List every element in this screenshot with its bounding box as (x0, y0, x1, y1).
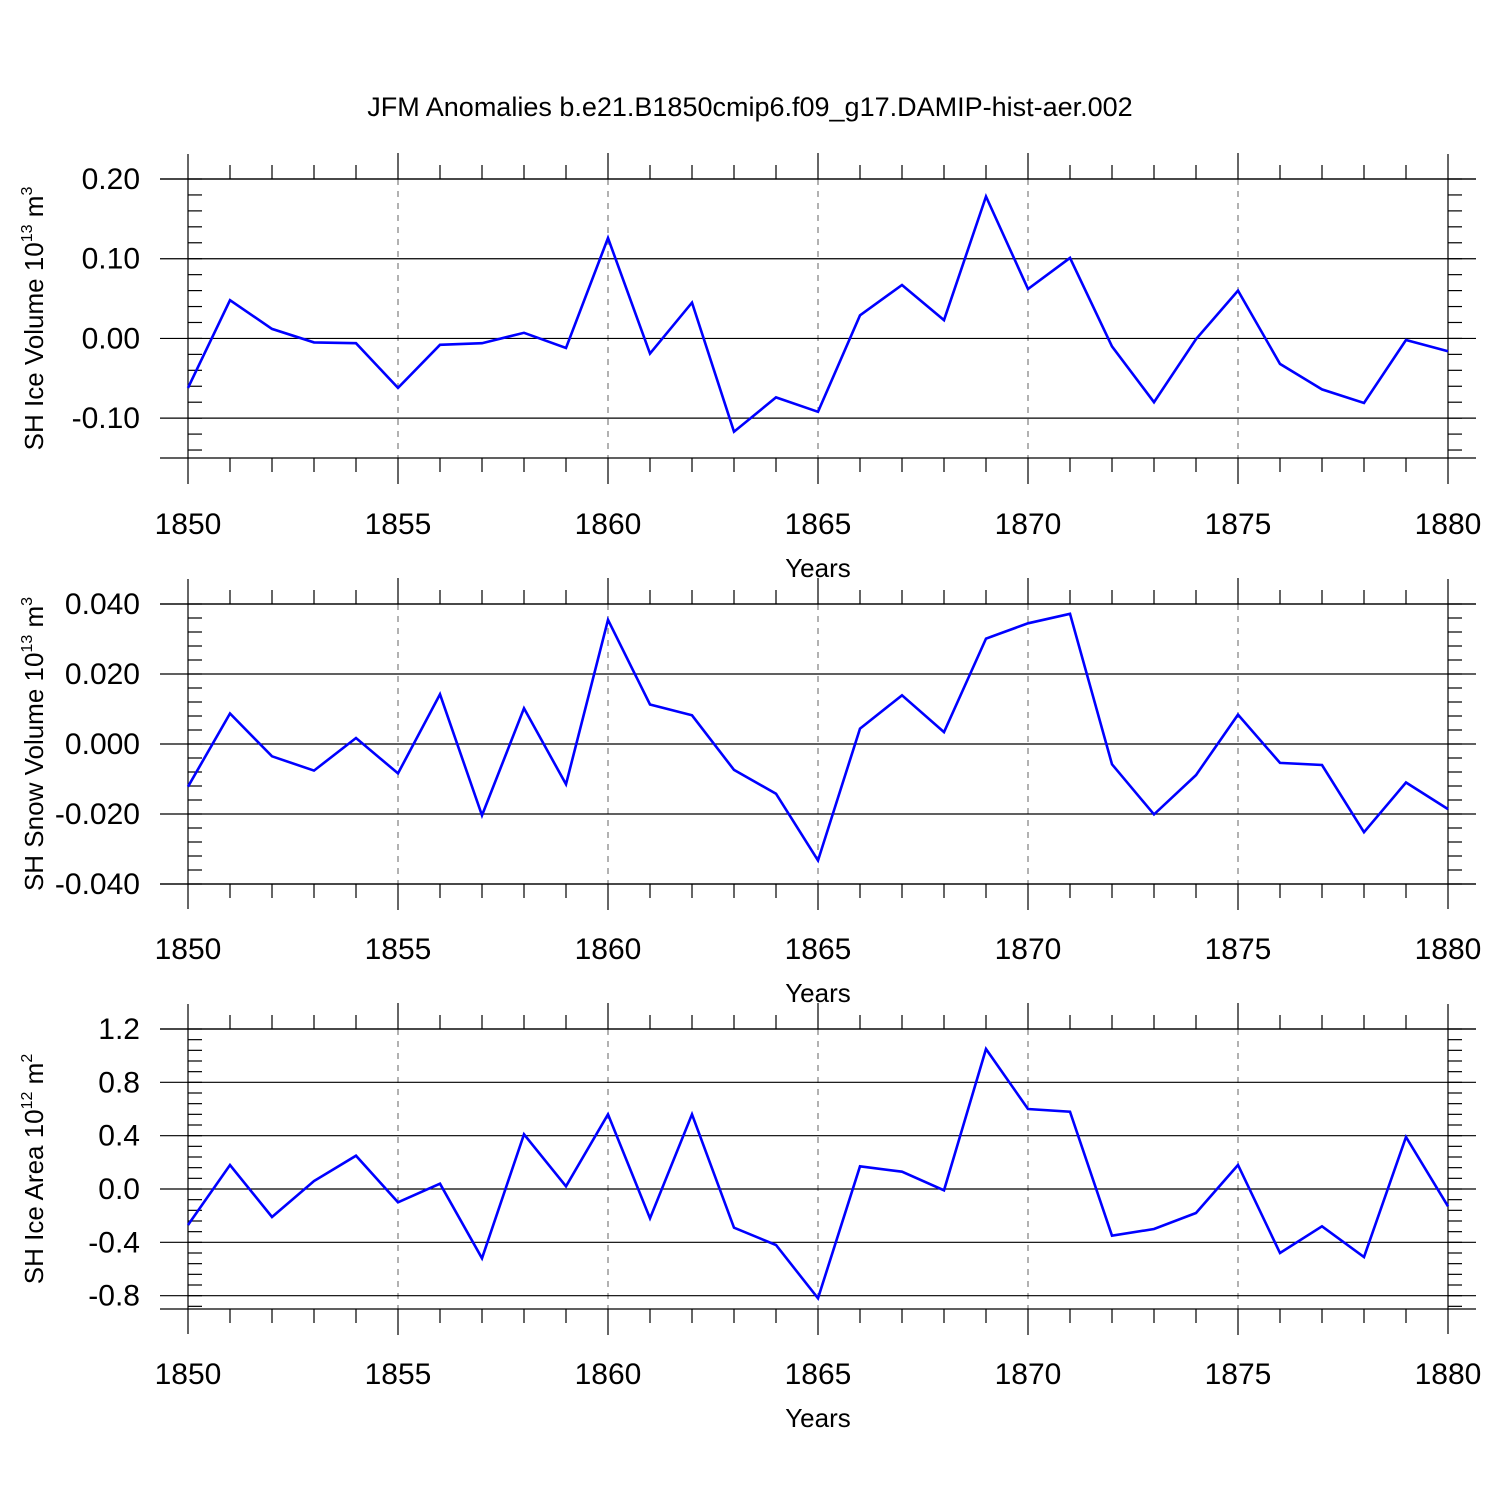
y-tick-label: 0.4 (98, 1120, 140, 1153)
y-tick-label: -0.8 (88, 1280, 140, 1313)
x-tick-label: 1875 (1205, 1358, 1272, 1391)
y-tick-label: -0.040 (55, 868, 140, 901)
y-tick-label: 0.8 (98, 1066, 140, 1099)
y-tick-label: 0.040 (65, 588, 140, 621)
x-tick-label: 1865 (785, 508, 852, 541)
y-tick-label: -0.020 (55, 798, 140, 831)
y-tick-label: 0.0 (98, 1173, 140, 1206)
y-tick-label: 0.000 (65, 728, 140, 761)
y-tick-label: 0.10 (82, 243, 140, 276)
x-tick-label: 1880 (1415, 1358, 1482, 1391)
x-tick-label: 1855 (365, 1358, 432, 1391)
y-tick-label: 0.00 (82, 322, 140, 355)
series-line (186, 192, 1449, 434)
x-tick-label: 1870 (995, 933, 1062, 966)
x-tick-label: 1875 (1205, 933, 1272, 966)
x-tick-label: 1860 (575, 1358, 642, 1391)
x-tick-label: 1855 (365, 933, 432, 966)
x-tick-label: 1850 (155, 508, 222, 541)
y-tick-label: 1.2 (98, 1013, 140, 1046)
x-tick-label: 1875 (1205, 508, 1272, 541)
y-axis-label: SH Ice Volume 1013 m3 (19, 187, 49, 451)
x-tick-label: 1860 (575, 933, 642, 966)
panel-1: -0.10 0.00 0.10 0.20 1850 1855 1860 1865 1870 187… (19, 153, 1481, 583)
chart-title: JFM Anomalies b.e21.B1850cmip6.f09_g17.D… (367, 92, 1132, 122)
y-tick-label: -0.4 (88, 1226, 140, 1259)
x-tick-label: 1880 (1415, 508, 1482, 541)
series-line (186, 1046, 1450, 1302)
y-tick-label: 0.020 (65, 658, 140, 691)
x-tick-label: 1865 (785, 933, 852, 966)
y-tick-label: 0.20 (82, 163, 140, 196)
x-tick-label: 1855 (365, 508, 432, 541)
x-tick-label: 1870 (995, 1358, 1062, 1391)
panels: -0.10 0.00 0.10 0.20 1850 1855 1860 1865 1870 187… (19, 153, 1481, 1433)
panel-3: -0.8 -0.4 0.0 0.4 0.8 1.2 1850 1855 1860 1865 1870… (19, 1003, 1481, 1433)
x-tick-label: 1850 (155, 933, 222, 966)
y-axis-label: SH Snow Volume 1013 m3 (19, 597, 49, 891)
x-axis-label: Years (785, 1403, 851, 1433)
x-tick-label: 1880 (1415, 933, 1482, 966)
x-tick-label: 1865 (785, 1358, 852, 1391)
x-tick-label: 1850 (155, 1358, 222, 1391)
x-tick-label: 1860 (575, 508, 642, 541)
y-axis-label: SH Ice Area 1012 m2 (19, 1054, 49, 1285)
panel-2: -0.040 -0.020 0.000 0.020 0.040 1850 1855 1860 1… (19, 578, 1481, 1008)
series-line (186, 612, 1449, 864)
y-tick-label: -0.10 (72, 402, 140, 435)
x-tick-label: 1870 (995, 508, 1062, 541)
